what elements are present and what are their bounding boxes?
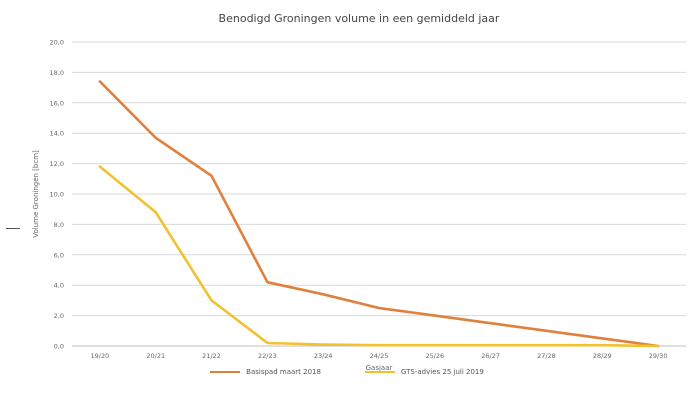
legend-label-series-1: Basispad maart 2018 — [246, 368, 321, 376]
x-axis-title: Gasjaar — [366, 364, 393, 372]
x-tick-label: 29/30 — [649, 352, 668, 360]
x-tick-label: 26/27 — [481, 352, 500, 360]
x-tick-label: 22/23 — [258, 352, 277, 360]
legend: Basispad maart 2018 GTS-advies 25 juli 2… — [0, 368, 694, 376]
x-tick-label: 24/25 — [370, 352, 389, 360]
x-tick-label: 25/26 — [425, 352, 444, 360]
y-tick-label: 20,0 — [50, 39, 64, 47]
x-tick-label: 21/22 — [202, 352, 221, 360]
legend-swatch-series-1 — [210, 371, 241, 373]
legend-item-series-1: Basispad maart 2018 — [210, 368, 321, 376]
x-tick-label: 20/21 — [146, 352, 165, 360]
y-tick-label: 4,0 — [54, 282, 64, 290]
legend-label-series-2: GTS-advies 25 juli 2019 — [400, 368, 484, 376]
series-line-2 — [98, 165, 660, 348]
x-tick-label: 27/28 — [537, 352, 556, 360]
x-tick-label: 28/29 — [593, 352, 612, 360]
y-tick-label: 10,0 — [50, 191, 64, 199]
y-tick-label: 12,0 — [50, 160, 64, 168]
x-tick-label: 23/24 — [314, 352, 333, 360]
chart-title: Benodigd Groningen volume in een gemidde… — [219, 12, 500, 25]
series-line-1 — [98, 80, 660, 348]
legend-item-series-2: GTS-advies 25 juli 2019 — [364, 368, 484, 376]
y-tick-label: 6,0 — [54, 251, 64, 259]
y-tick-label: 18,0 — [50, 69, 64, 77]
y-tick-label: 2,0 — [54, 312, 64, 320]
legend-swatch-series-2 — [364, 371, 395, 373]
x-tick-label: 19/20 — [91, 352, 110, 360]
y-tick-label: 8,0 — [54, 221, 64, 229]
y-axis-title: Volume Groningen [bcm] — [32, 150, 40, 238]
y-tick-label: 0,0 — [54, 343, 64, 351]
y-tick-label: 16,0 — [50, 99, 64, 107]
edge-mark — [6, 228, 20, 229]
y-tick-label: 14,0 — [50, 130, 64, 138]
